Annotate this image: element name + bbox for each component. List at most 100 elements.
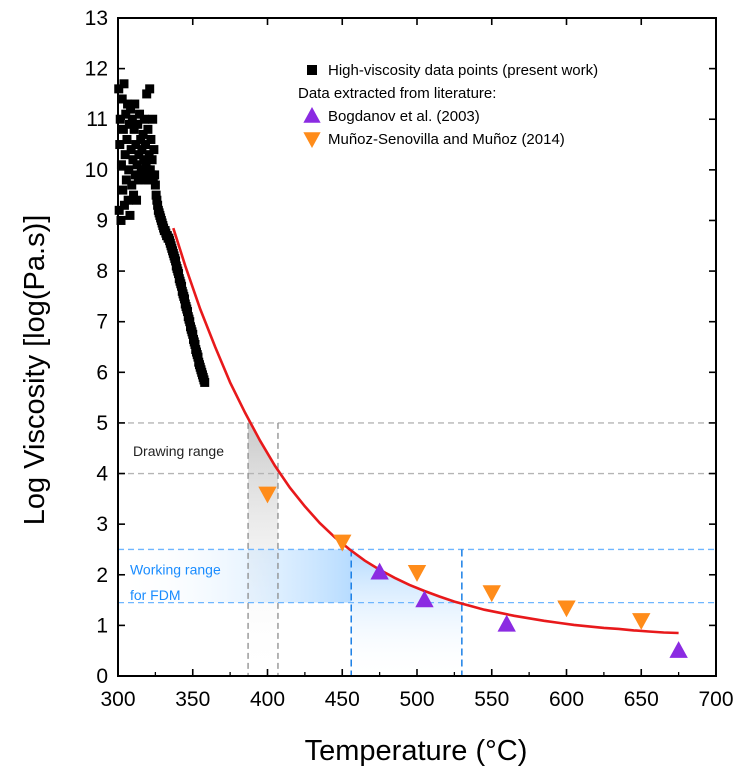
high-viscosity-point bbox=[125, 210, 135, 220]
bogdanov-point bbox=[415, 590, 434, 608]
high-viscosity-point bbox=[120, 150, 130, 160]
high-viscosity-point bbox=[127, 114, 137, 124]
y-tick-label: 7 bbox=[96, 311, 108, 334]
high-viscosity-point bbox=[119, 79, 129, 89]
high-viscosity-point bbox=[190, 339, 200, 349]
high-viscosity-point bbox=[183, 307, 193, 317]
high-viscosity-point bbox=[145, 84, 155, 94]
high-viscosity-point bbox=[135, 109, 145, 119]
high-viscosity-point bbox=[142, 89, 152, 99]
munoz-point bbox=[407, 565, 427, 582]
y-tick-label: 6 bbox=[96, 361, 108, 384]
munoz-point bbox=[482, 585, 501, 603]
high-viscosity-point bbox=[118, 124, 128, 134]
high-viscosity-point bbox=[130, 99, 140, 109]
high-viscosity-point bbox=[141, 140, 151, 150]
high-viscosity-point bbox=[143, 175, 153, 185]
legend-triangle-up-marker bbox=[303, 107, 321, 123]
high-viscosity-point bbox=[180, 294, 190, 304]
x-tick-label: 500 bbox=[399, 688, 434, 711]
high-viscosity-point bbox=[132, 195, 142, 205]
high-viscosity-point bbox=[145, 165, 155, 175]
high-viscosity-point bbox=[138, 170, 148, 180]
x-tick-label: 300 bbox=[100, 688, 135, 711]
high-viscosity-point bbox=[116, 160, 126, 170]
high-viscosity-point bbox=[151, 190, 161, 200]
x-tick-label: 650 bbox=[624, 688, 659, 711]
x-tick-label: 450 bbox=[325, 688, 360, 711]
data-points bbox=[114, 79, 688, 658]
y-tick-label: 4 bbox=[96, 463, 108, 486]
legend-label: High-viscosity data points (present work… bbox=[328, 62, 598, 79]
high-viscosity-point bbox=[130, 170, 140, 180]
x-axis-title: Temperature (°C) bbox=[305, 735, 528, 767]
high-viscosity-point bbox=[121, 175, 131, 185]
y-tick-label: 13 bbox=[85, 7, 108, 30]
high-viscosity-point bbox=[143, 124, 153, 134]
munoz-point bbox=[258, 486, 277, 504]
x-tick-label: 350 bbox=[175, 688, 210, 711]
region-annotation: for FDM bbox=[130, 587, 181, 603]
high-viscosity-point bbox=[117, 94, 127, 104]
reference-lines bbox=[118, 422, 716, 676]
region-annotation: Working range bbox=[130, 562, 221, 578]
high-viscosity-point bbox=[129, 190, 139, 200]
high-viscosity-point bbox=[133, 119, 143, 129]
y-axis-title: Log Viscosity [log(Pa.s)] bbox=[19, 215, 51, 526]
y-tick-label: 1 bbox=[96, 614, 108, 637]
high-viscosity-point bbox=[124, 119, 134, 129]
high-viscosity-point bbox=[121, 109, 131, 119]
high-viscosity-point bbox=[177, 281, 187, 291]
y-tick-label: 11 bbox=[86, 108, 108, 131]
high-viscosity-point bbox=[119, 200, 129, 210]
y-tick-label: 2 bbox=[96, 564, 108, 587]
legend-label: Data extracted from literature: bbox=[298, 85, 496, 102]
high-viscosity-point bbox=[188, 329, 198, 339]
high-viscosity-point bbox=[148, 114, 158, 124]
high-viscosity-point bbox=[185, 317, 195, 327]
high-viscosity-point bbox=[137, 145, 147, 155]
x-tick-label: 700 bbox=[698, 688, 733, 711]
y-tick-label: 3 bbox=[96, 513, 108, 536]
high-viscosity-point bbox=[124, 165, 134, 175]
y-tick-label: 9 bbox=[96, 209, 108, 232]
legend: High-viscosity data points (present work… bbox=[298, 62, 598, 148]
high-viscosity-point bbox=[146, 134, 156, 144]
axes: 300 350 400 450 500 550 600 650 7000123456789101… bbox=[85, 7, 734, 711]
high-viscosity-point bbox=[152, 195, 162, 205]
high-viscosity-point bbox=[171, 256, 181, 266]
bogdanov-point bbox=[497, 614, 516, 632]
high-viscosity-point bbox=[144, 150, 154, 160]
y-tick-label: 12 bbox=[85, 58, 108, 81]
munoz-point bbox=[333, 534, 352, 552]
bogdanov-point bbox=[669, 641, 688, 658]
legend-label: Bogdanov et al. (2003) bbox=[328, 108, 480, 125]
high-viscosity-point bbox=[128, 155, 138, 165]
x-tick-label: 400 bbox=[250, 688, 285, 711]
high-viscosity-point bbox=[129, 124, 139, 134]
high-viscosity-point bbox=[141, 160, 151, 170]
high-viscosity-point bbox=[118, 185, 128, 195]
high-viscosity-point bbox=[200, 377, 210, 387]
high-viscosity-point bbox=[138, 129, 148, 139]
high-viscosity-point bbox=[133, 175, 143, 185]
legend-square-marker bbox=[307, 65, 317, 75]
high-viscosity-point bbox=[149, 145, 159, 155]
high-viscosity-point bbox=[193, 352, 203, 362]
high-viscosity-point bbox=[139, 114, 149, 124]
high-viscosity-point bbox=[148, 175, 158, 185]
high-viscosity-point bbox=[132, 160, 142, 170]
x-tick-label: 600 bbox=[549, 688, 584, 711]
legend-triangle-down-marker bbox=[303, 132, 321, 148]
region-annotation: Drawing range bbox=[133, 443, 224, 459]
high-viscosity-point bbox=[147, 155, 157, 165]
high-viscosity-point bbox=[136, 165, 146, 175]
y-tick-label: 0 bbox=[96, 665, 108, 688]
munoz-point bbox=[632, 613, 651, 630]
high-viscosity-point bbox=[126, 145, 136, 155]
high-viscosity-point bbox=[139, 155, 149, 165]
high-viscosity-point bbox=[114, 205, 124, 215]
high-viscosity-point bbox=[126, 104, 136, 114]
high-viscosity-point bbox=[153, 200, 163, 210]
